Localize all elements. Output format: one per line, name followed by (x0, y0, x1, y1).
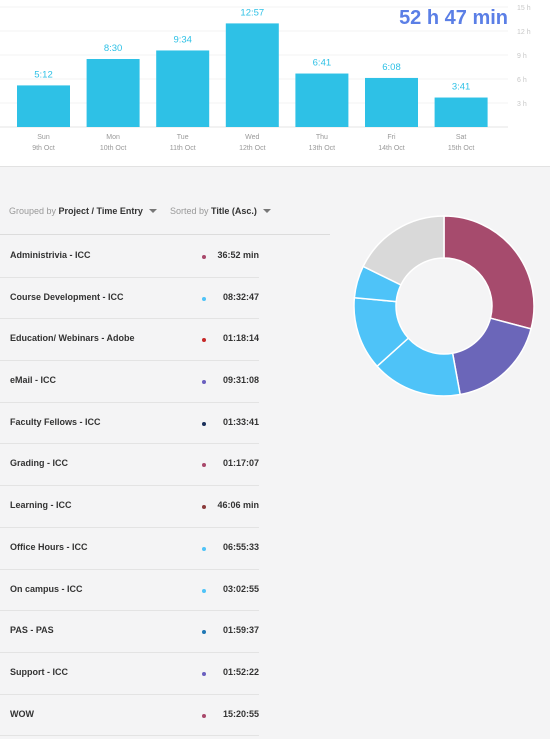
project-color-dot (202, 588, 206, 593)
entry-title: Grading - ICC (10, 458, 68, 469)
x-tick-date: 11th Oct (170, 145, 196, 152)
entry-title: Faculty Fellows - ICC (10, 416, 101, 427)
project-color-dot (202, 630, 206, 635)
project-color-dot (202, 713, 206, 718)
daily-bar-chart-panel: 15 h 12 h 9 h 6 h 3 h 5:12 Sun 9th Oct 8:30 Mon 10… (0, 0, 550, 167)
day-bar[interactable] (365, 77, 418, 127)
entry-row[interactable]: Support - ICC 01:52:22 (0, 653, 259, 695)
entry-duration: 09:31:08 (222, 375, 259, 386)
y-tick-label: 3 h (517, 101, 527, 108)
project-color-dot (202, 671, 206, 676)
day-bar[interactable] (225, 23, 279, 127)
y-tick-label: 15 h (517, 5, 531, 12)
entry-row[interactable]: Administrivia - ICC 36:52 min (0, 236, 259, 278)
x-tick-day: Mon (106, 134, 120, 141)
entry-duration: 36:52 min (217, 250, 259, 260)
entry-row[interactable]: WOW 15:20:55 (0, 695, 259, 737)
entry-row[interactable]: Course Development - ICC 08:32:47 (0, 278, 259, 320)
entry-duration: 03:02:55 (222, 583, 259, 594)
entry-title: Education/ Webinars - Adobe (10, 333, 135, 344)
group-by-dropdown[interactable]: Grouped by Project / Time Entry (9, 196, 157, 226)
donut-slice[interactable] (443, 215, 535, 330)
total-time-label: 52 h 47 min (399, 7, 508, 29)
x-tick-day: Wed (245, 134, 259, 141)
group-by-prefix: Grouped by (9, 206, 59, 216)
day-bar[interactable] (86, 59, 140, 127)
entry-duration: 01:59:37 (222, 625, 259, 636)
x-tick-date: 12th Oct (239, 145, 266, 152)
entry-row[interactable]: Learning - ICC 46:06 min (0, 486, 259, 528)
entry-row[interactable]: eMail - ICC 09:31:08 (0, 361, 259, 403)
x-tick-day: Fri (387, 134, 396, 141)
x-tick-date: 13th Oct (309, 145, 336, 152)
x-tick-date: 15th Oct (448, 145, 475, 152)
entry-duration: 01:17:07 (222, 458, 259, 469)
entry-duration: 01:52:22 (222, 666, 259, 677)
project-color-dot (202, 255, 206, 259)
donut-slice[interactable] (451, 317, 532, 396)
day-bar[interactable] (434, 97, 488, 127)
x-tick-day: Tue (177, 134, 189, 141)
bar-value-label: 3:41 (452, 82, 471, 93)
entry-list: Administrivia - ICC 36:52 min Course Devel… (0, 236, 259, 737)
entry-duration: 08:32:47 (222, 291, 259, 302)
x-tick-date: 9th Oct (32, 145, 55, 152)
report-toolbar: Grouped by Project / Time Entry Sorted b… (0, 196, 330, 235)
entry-duration: 15:20:55 (222, 708, 259, 719)
entry-title: Support - ICC (10, 666, 68, 677)
daily-bar-chart: 15 h 12 h 9 h 6 h 3 h 5:12 Sun 9th Oct 8:30 Mon 10… (0, 5, 531, 152)
entry-duration: 01:18:14 (222, 333, 259, 344)
entry-duration: 46:06 min (217, 500, 259, 511)
project-donut-chart (353, 215, 535, 397)
donut-slice[interactable] (362, 215, 445, 286)
entry-title: PAS - PAS (10, 625, 54, 636)
sort-by-dropdown[interactable]: Sorted by Title (Asc.) (170, 196, 271, 226)
bar-value-label: 9:34 (173, 34, 192, 45)
group-by-value: Project / Time Entry (58, 206, 143, 216)
entry-title: Learning - ICC (10, 500, 72, 511)
entry-row[interactable]: Grading - ICC 01:17:07 (0, 444, 259, 487)
entry-row[interactable]: PAS - PAS 01:59:37 (0, 611, 259, 653)
entry-duration: 06:55:33 (222, 541, 259, 552)
project-color-dot (202, 338, 206, 343)
project-color-dot (202, 546, 206, 551)
entry-row[interactable]: Office Hours - ICC 06:55:33 (0, 528, 259, 570)
caret-down-icon (148, 208, 157, 213)
x-tick-day: Thu (316, 134, 328, 141)
project-color-dot (202, 505, 206, 510)
y-tick-label: 6 h (517, 77, 527, 84)
bar-value-label: 6:08 (382, 62, 401, 73)
project-color-dot (202, 380, 206, 385)
entry-title: Administrivia - ICC (10, 250, 91, 260)
bar-value-label: 5:12 (34, 69, 53, 80)
day-bar[interactable] (156, 50, 210, 127)
project-color-dot (202, 463, 206, 468)
caret-down-icon (262, 208, 271, 213)
entry-title: eMail - ICC (10, 375, 57, 386)
entry-title: Office Hours - ICC (10, 541, 88, 552)
sort-by-prefix: Sorted by (170, 206, 212, 216)
y-tick-label: 9 h (517, 53, 527, 60)
entry-row[interactable]: Education/ Webinars - Adobe 01:18:14 (0, 319, 259, 362)
entry-title: WOW (10, 708, 34, 719)
project-color-dot (202, 421, 206, 426)
x-tick-date: 14th Oct (378, 145, 405, 152)
x-tick-date: 10th Oct (100, 145, 127, 152)
entry-title: On campus - ICC (10, 583, 83, 594)
y-tick-label: 12 h (517, 29, 531, 36)
entry-title: Course Development - ICC (10, 291, 124, 302)
x-tick-day: Sat (456, 134, 467, 141)
entry-row[interactable]: Faculty Fellows - ICC 01:33:41 (0, 403, 259, 445)
bar-value-label: 8:30 (104, 43, 123, 54)
entry-row[interactable]: On campus - ICC 03:02:55 (0, 570, 259, 612)
bar-value-label: 12:57 (240, 7, 264, 18)
bar-value-label: 6:41 (313, 58, 332, 69)
sort-by-value: Title (Asc.) (211, 206, 257, 216)
entry-duration: 01:33:41 (222, 416, 259, 427)
day-bar[interactable] (17, 85, 70, 127)
x-tick-day: Sun (37, 134, 50, 141)
project-color-dot (202, 296, 206, 301)
day-bar[interactable] (295, 73, 349, 127)
